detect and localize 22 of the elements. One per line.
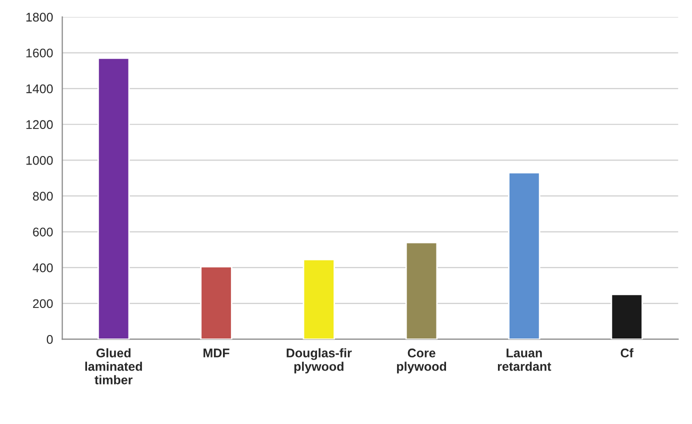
y-tick-label: 1000 xyxy=(26,156,53,165)
y-tick-label: 1200 xyxy=(26,120,53,130)
x-tick-label: Core plywood xyxy=(397,348,446,374)
y-tick-label: 1800 xyxy=(26,12,53,22)
y-tick-label: 0 xyxy=(46,335,53,344)
x-tick-label: MDF xyxy=(204,348,230,358)
x-tick-label: Lauan retardant xyxy=(498,348,552,371)
y-tick-label: 200 xyxy=(33,299,53,308)
y-tick-label: 1400 xyxy=(26,84,53,94)
bar xyxy=(200,266,232,340)
y-tick-label: 600 xyxy=(33,228,53,236)
y-tick-label: 400 xyxy=(32,263,53,272)
bar xyxy=(98,57,130,340)
bar xyxy=(610,294,643,340)
x-tick-label: Cf xyxy=(620,348,634,358)
bar xyxy=(302,258,335,340)
y-tick-label: 800 xyxy=(32,192,53,201)
y-tick-label: 1600 xyxy=(26,48,53,58)
x-tick-label: Douglas-fir plywood xyxy=(286,348,352,374)
bar xyxy=(508,172,540,340)
bar xyxy=(405,242,438,340)
x-tick-label: Glued laminated timber xyxy=(85,348,142,384)
